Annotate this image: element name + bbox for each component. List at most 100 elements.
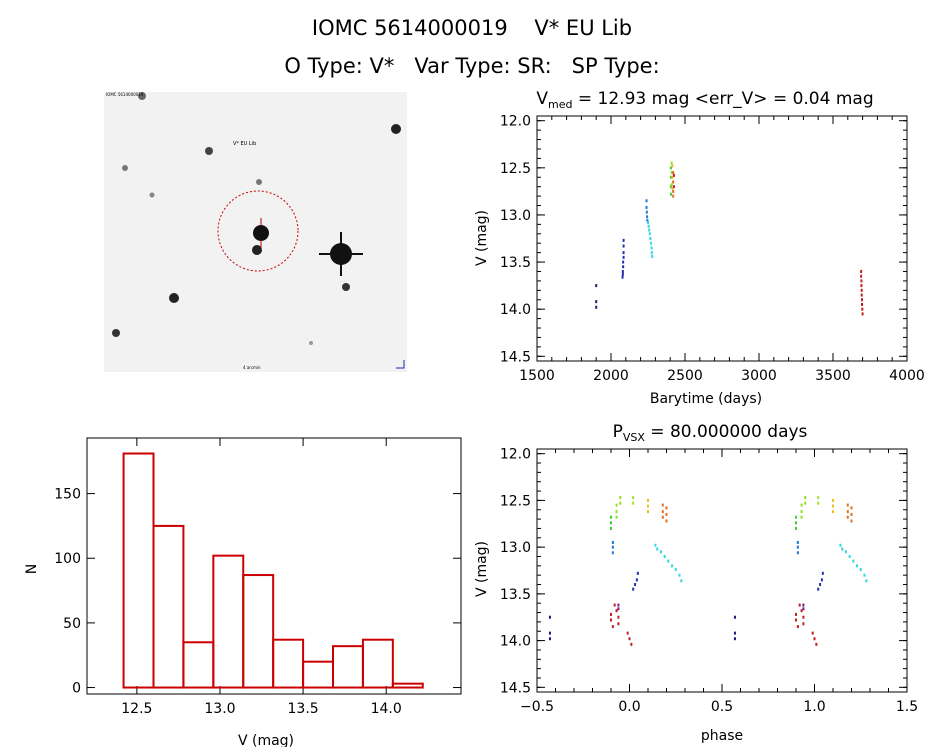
data-point (617, 603, 620, 607)
data-point (650, 251, 653, 255)
histogram-ytick-label: 50 (63, 616, 81, 632)
histogram-bar (152, 524, 185, 689)
data-point (671, 564, 674, 568)
data-point (671, 175, 674, 179)
data-point (663, 554, 666, 558)
lightcurve-ytick-label: 12.0 (500, 114, 531, 130)
phased-ytick-label: 14.5 (500, 680, 531, 696)
data-point (795, 612, 797, 616)
data-point (850, 519, 853, 523)
data-point (622, 244, 625, 248)
histogram-xtick-label: 12.5 (121, 701, 152, 717)
data-point (548, 637, 551, 641)
data-point (619, 496, 622, 500)
data-point (800, 609, 803, 613)
phased-xtick-label: 0.0 (618, 699, 640, 715)
data-point (795, 618, 797, 622)
lightcurve-ytick-label: 13.0 (500, 208, 531, 224)
data-point (610, 526, 612, 530)
data-point (672, 194, 675, 198)
lightcurve-xtick-label: 2500 (667, 368, 703, 384)
data-point (669, 185, 672, 189)
data-point (860, 284, 863, 288)
data-point (671, 187, 674, 191)
data-point (832, 504, 834, 508)
lightcurve-plot: 1500 2000 2500 3000 3500 4000 12.0 12.5 13.0 13.5… (500, 114, 925, 384)
lightcurve-panel: Vmed = 12.93 mag <err_V> = 0.04 mag 1500… (474, 89, 925, 407)
data-point (863, 573, 866, 577)
data-point (665, 519, 668, 523)
star (391, 124, 401, 134)
data-point (813, 637, 816, 641)
data-point (811, 631, 814, 635)
data-point (804, 501, 807, 505)
data-point (802, 615, 805, 619)
data-point (632, 496, 635, 500)
data-point (733, 637, 736, 641)
data-point (632, 501, 635, 505)
data-point (636, 571, 639, 575)
lightcurve-xlabel: Barytime (days) (650, 391, 762, 407)
data-point (610, 515, 612, 519)
star-target (253, 225, 269, 241)
data-point (852, 559, 855, 563)
phased-xlabel: phase (701, 728, 743, 744)
data-point (615, 503, 618, 507)
phased-ytick-label: 12.0 (500, 447, 531, 463)
data-point (800, 510, 803, 514)
histogram-bar (272, 638, 305, 689)
histogram-bar (182, 641, 215, 689)
data-point (651, 254, 654, 258)
data-point (821, 571, 824, 575)
data-point (846, 515, 849, 519)
data-point (670, 183, 673, 187)
lightcurve-ylabel: V (mag) (474, 210, 490, 266)
data-point (670, 171, 673, 175)
data-point (796, 545, 799, 549)
header-title: IOMC 5614000019 V* EU Lib (311, 16, 633, 40)
data-point (860, 293, 863, 297)
data-point (861, 302, 864, 306)
finder-scale-label: 4 arcmin (243, 365, 261, 370)
data-point (645, 210, 648, 214)
data-point (646, 215, 649, 219)
data-point (595, 300, 598, 304)
histogram-frame (86, 437, 462, 695)
histogram-bar (332, 645, 364, 689)
data-point (861, 312, 864, 316)
data-point (615, 609, 618, 613)
star (205, 147, 213, 155)
data-point (648, 232, 651, 236)
star (342, 283, 350, 291)
data-point (595, 305, 598, 309)
data-point (632, 587, 635, 591)
data-point (669, 166, 672, 170)
data-point (647, 224, 650, 228)
data-point (646, 219, 649, 223)
histogram-bar (212, 554, 245, 689)
data-point (667, 559, 670, 563)
data-point (795, 515, 797, 519)
lightcurve-title: Vmed = 12.93 mag <err_V> = 0.04 mag (536, 89, 873, 111)
data-point (841, 547, 844, 551)
data-point (647, 220, 649, 224)
lightcurve-ytick-label: 14.5 (500, 349, 531, 365)
data-point (610, 521, 612, 525)
data-point (795, 521, 797, 525)
lightcurve-xtick-label: 3500 (815, 368, 851, 384)
histogram-xtick-label: 14.0 (371, 701, 402, 717)
phased-ytick-label: 12.5 (500, 493, 531, 509)
data-point (661, 503, 664, 507)
data-point (832, 510, 834, 514)
data-point (817, 501, 820, 505)
data-point (621, 272, 624, 276)
data-point (672, 171, 675, 175)
lightcurve-xtick-label: 2000 (593, 368, 629, 384)
data-point (672, 173, 675, 177)
data-point (795, 526, 797, 530)
data-point (796, 540, 799, 544)
data-point (548, 631, 551, 635)
star (138, 92, 146, 100)
data-point (613, 603, 616, 607)
